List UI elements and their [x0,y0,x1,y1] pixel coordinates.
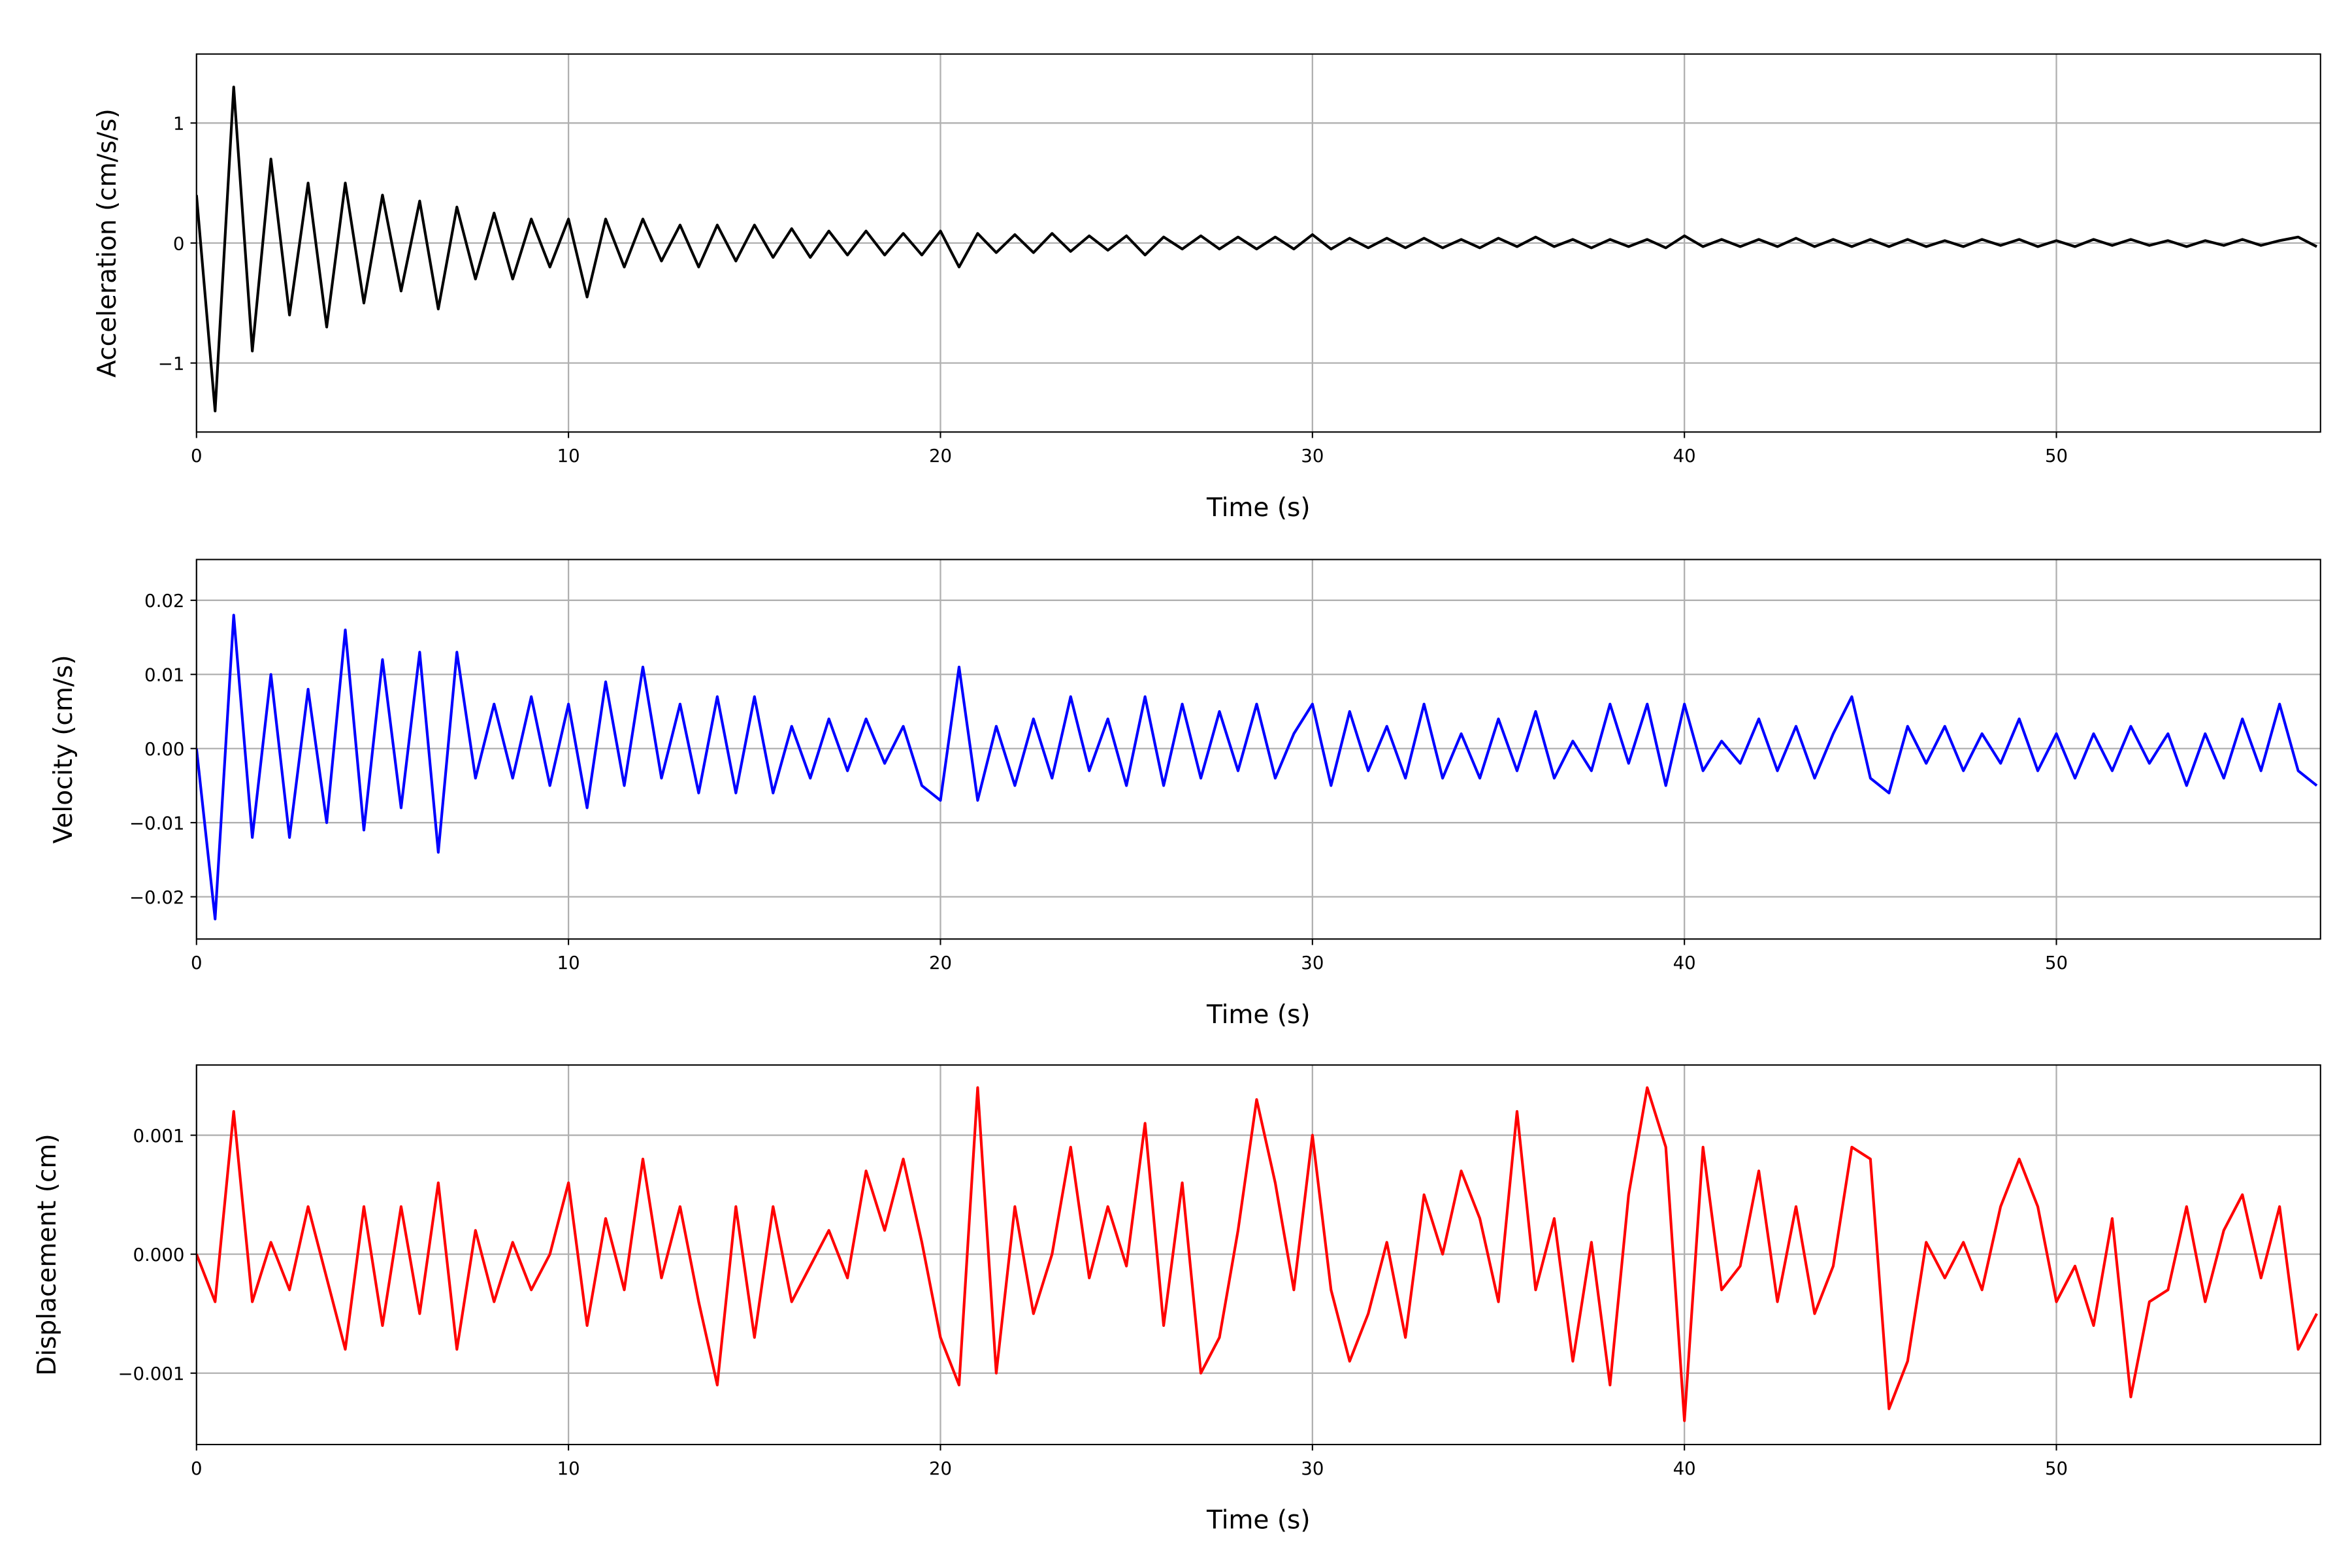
panel: 0 10 20 30 40 50 −1 0 1 Time (s) Acceleration (cm/… [93,53,2321,523]
x-tick-label: 50 [2045,1458,2068,1479]
y-tick-label: −0.001 [118,1364,184,1384]
y-tick-label: 0.001 [133,1126,185,1147]
panel: 0 10 20 30 40 50 −0.02 −0.01 0.00 0.01 0.02 Time (s… [49,559,2321,1030]
x-axis-label: Time (s) [1206,493,1311,523]
x-tick-label: 0 [191,1458,203,1479]
y-axis-label: Acceleration (cm/s/s) [93,108,122,378]
axes-frame [195,559,2321,940]
data-line [196,86,2318,413]
x-tick-label: 30 [1301,953,1324,973]
x-tick-label: 30 [1301,446,1324,466]
x-axis-label: Time (s) [1206,1506,1311,1535]
data-line [196,613,2318,921]
x-tick-label: 0 [191,953,203,973]
x-tick-label: 20 [929,1458,952,1479]
y-tick-label: −0.02 [129,887,184,908]
y-axis-label: Displacement (cm) [33,1134,62,1376]
x-axis-label: Time (s) [1206,1000,1311,1030]
x-tick-label: 40 [1673,1458,1696,1479]
y-tick-label: 1 [173,114,185,135]
data-line [196,1086,2318,1422]
x-tick-label: 40 [1673,446,1696,466]
y-tick-label: 0.01 [144,665,184,686]
y-tick-label: 0.00 [144,739,184,760]
panel: 0 10 20 30 40 50 −0.001 0.000 0.001 Time (s) Displ… [33,1064,2321,1535]
x-tick-label: 10 [557,1458,580,1479]
x-tick-label: 20 [929,953,952,973]
y-tick-label: −1 [158,353,185,374]
y-axis-label: Velocity (cm/s) [49,655,78,843]
y-tick-label: 0 [173,233,185,254]
y-tick-label: 0.000 [133,1245,185,1266]
y-tick-label: 0.02 [144,591,184,612]
x-tick-label: 40 [1673,953,1696,973]
x-tick-label: 0 [191,446,203,466]
x-tick-label: 10 [557,446,580,466]
y-tick-label: −0.01 [129,813,184,834]
x-tick-label: 30 [1301,1458,1324,1479]
x-tick-label: 50 [2045,953,2068,973]
axes-frame [195,53,2321,433]
x-tick-label: 50 [2045,446,2068,466]
x-tick-label: 20 [929,446,952,466]
axes-frame [195,1064,2321,1446]
x-tick-label: 10 [557,953,580,973]
